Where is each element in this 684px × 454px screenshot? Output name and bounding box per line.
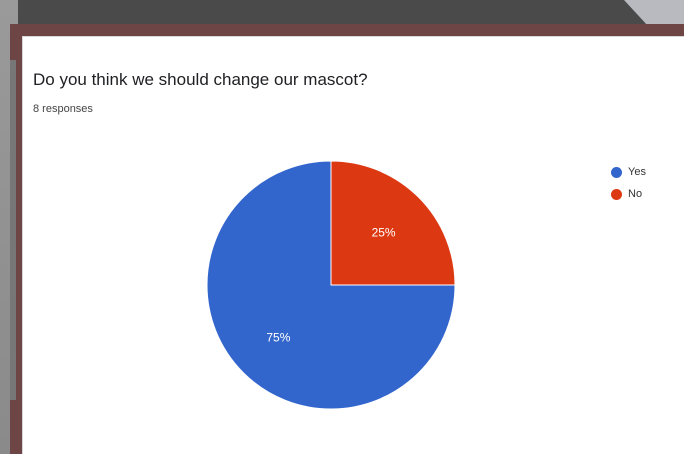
legend-swatch-yes xyxy=(611,166,622,178)
legend-swatch-no xyxy=(611,188,622,200)
left-edge-stripe xyxy=(10,60,16,400)
legend-label-yes: Yes xyxy=(628,166,646,178)
legend-item-yes: Yes xyxy=(611,161,646,183)
slice-label-no: 25% xyxy=(372,225,396,239)
response-count: 8 responses xyxy=(33,103,93,115)
pie-slice-no xyxy=(330,160,456,286)
slice-label-yes: 75% xyxy=(266,331,290,345)
chart-legend: Yes No xyxy=(611,161,646,205)
pie-chart: 25% 75% xyxy=(206,160,456,410)
legend-item-no: No xyxy=(611,183,646,205)
question-title: Do you think we should change our mascot… xyxy=(33,70,368,89)
legend-label-no: No xyxy=(628,188,643,200)
top-dark-band xyxy=(18,0,668,26)
pie-slice-yes xyxy=(206,160,456,410)
response-summary-card: Do you think we should change our mascot… xyxy=(22,36,684,454)
